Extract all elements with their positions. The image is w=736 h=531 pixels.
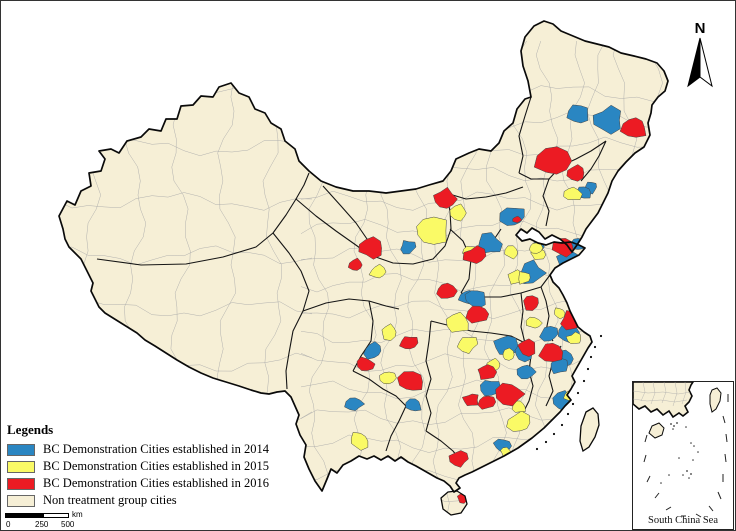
city-region-2014 — [363, 341, 382, 360]
scale-bar-unit: km — [72, 510, 83, 519]
city-region-2016 — [465, 305, 490, 324]
inset-hainan — [648, 422, 665, 439]
city-region-2016 — [495, 382, 526, 407]
taiwan-island — [579, 407, 600, 453]
city-region-2016 — [566, 164, 585, 182]
south-china-sea-inset: South China Sea — [632, 381, 734, 530]
legend-item-nontreatment: Non treatment group cities — [7, 492, 269, 509]
legend-title: Legends — [7, 422, 54, 437]
legend-item-2014: BC Demonstration Cities established in 2… — [7, 441, 269, 458]
city-region-2016 — [533, 146, 573, 175]
city-region-2016 — [347, 257, 363, 271]
inset-label: South China Sea — [648, 515, 718, 526]
city-region-2014 — [566, 104, 589, 124]
inset-taiwan — [709, 387, 722, 413]
city-region-2016 — [461, 393, 479, 406]
city-region-2016 — [477, 395, 497, 410]
legend-swatch-2014 — [7, 443, 35, 456]
city-region-2014 — [464, 290, 486, 309]
legend-label-2016: BC Demonstration Cities established in 2… — [43, 476, 270, 490]
city-region-2016 — [523, 295, 539, 311]
legend-item-2016: BC Demonstration Cities established in 2… — [7, 475, 269, 492]
city-region-2015 — [525, 316, 543, 329]
scale-tick-250: 250 — [35, 520, 49, 529]
legend-label-nontreatment: Non treatment group cities — [43, 493, 177, 507]
city-region-2015 — [511, 400, 526, 413]
scale-bar-segment-white — [43, 513, 69, 518]
scale-tick-500: 500 — [61, 520, 75, 529]
city-region-2014 — [405, 398, 422, 412]
city-region-2015 — [504, 245, 518, 260]
city-region-2016 — [512, 215, 523, 223]
city-region-2015 — [502, 347, 515, 361]
land-area — [59, 21, 668, 515]
scale-tick-0: 0 — [6, 520, 11, 529]
city-region-2014 — [539, 326, 559, 342]
city-region-2016 — [462, 245, 487, 264]
scale-bar-segment-black — [5, 513, 43, 518]
city-region-2016 — [433, 186, 458, 209]
city-region-2016 — [397, 371, 423, 391]
inset-map: South China Sea — [632, 381, 729, 526]
inset-mainland — [632, 381, 695, 419]
north-arrow: N — [680, 21, 720, 95]
inset-islands — [660, 422, 699, 484]
legend-label-2014: BC Demonstration Cities established in 2… — [43, 442, 270, 456]
city-region-2015 — [554, 307, 566, 320]
city-region-2015 — [381, 323, 397, 341]
city-region-2015 — [456, 337, 479, 354]
city-region-2014 — [400, 240, 417, 255]
coastal-islands — [535, 334, 603, 451]
city-region-2016 — [477, 364, 498, 380]
city-region-2015 — [445, 311, 469, 333]
city-region-2016 — [356, 356, 376, 371]
city-region-2015 — [563, 186, 583, 200]
city-region-2015 — [350, 432, 369, 451]
city-region-2016 — [517, 338, 536, 357]
city-region-2015 — [565, 331, 582, 344]
city-region-2015 — [506, 410, 531, 432]
city-region-2016 — [358, 236, 382, 260]
legend-item-2015: BC Demonstration Cities established in 2… — [7, 458, 269, 475]
city-region-2016 — [436, 282, 458, 299]
legend-label-2015: BC Demonstration Cities established in 2… — [43, 459, 270, 473]
north-label: N — [694, 20, 706, 37]
city-region-2014 — [480, 380, 501, 397]
scale-bar: km 0 250 500 — [5, 510, 115, 530]
city-region-2014 — [478, 232, 503, 254]
city-region-2016 — [619, 117, 647, 138]
legend-swatch-2015 — [7, 460, 35, 473]
city-region-2014 — [344, 397, 366, 411]
city-region-2014 — [516, 364, 537, 380]
city-region-2016 — [399, 336, 419, 350]
inset-prefecture-lines — [633, 382, 692, 407]
legend-swatch-2016 — [7, 477, 35, 490]
north-arrow-icon — [687, 37, 713, 88]
city-region-2015 — [449, 203, 467, 222]
city-region-2015 — [379, 371, 397, 385]
city-region-2014 — [592, 104, 621, 135]
city-region-2016 — [538, 342, 564, 362]
demonstration-cities — [344, 104, 647, 504]
city-region-2016 — [448, 450, 469, 468]
city-region-2014 — [550, 357, 568, 375]
city-region-2015 — [416, 216, 447, 245]
city-region-2015 — [368, 263, 387, 279]
legend: Legends BC Demonstration Cities establis… — [7, 422, 269, 509]
inset-dash-line — [643, 394, 729, 518]
city-region-2015 — [518, 271, 531, 285]
legend-swatch-nontreatment — [7, 494, 35, 507]
